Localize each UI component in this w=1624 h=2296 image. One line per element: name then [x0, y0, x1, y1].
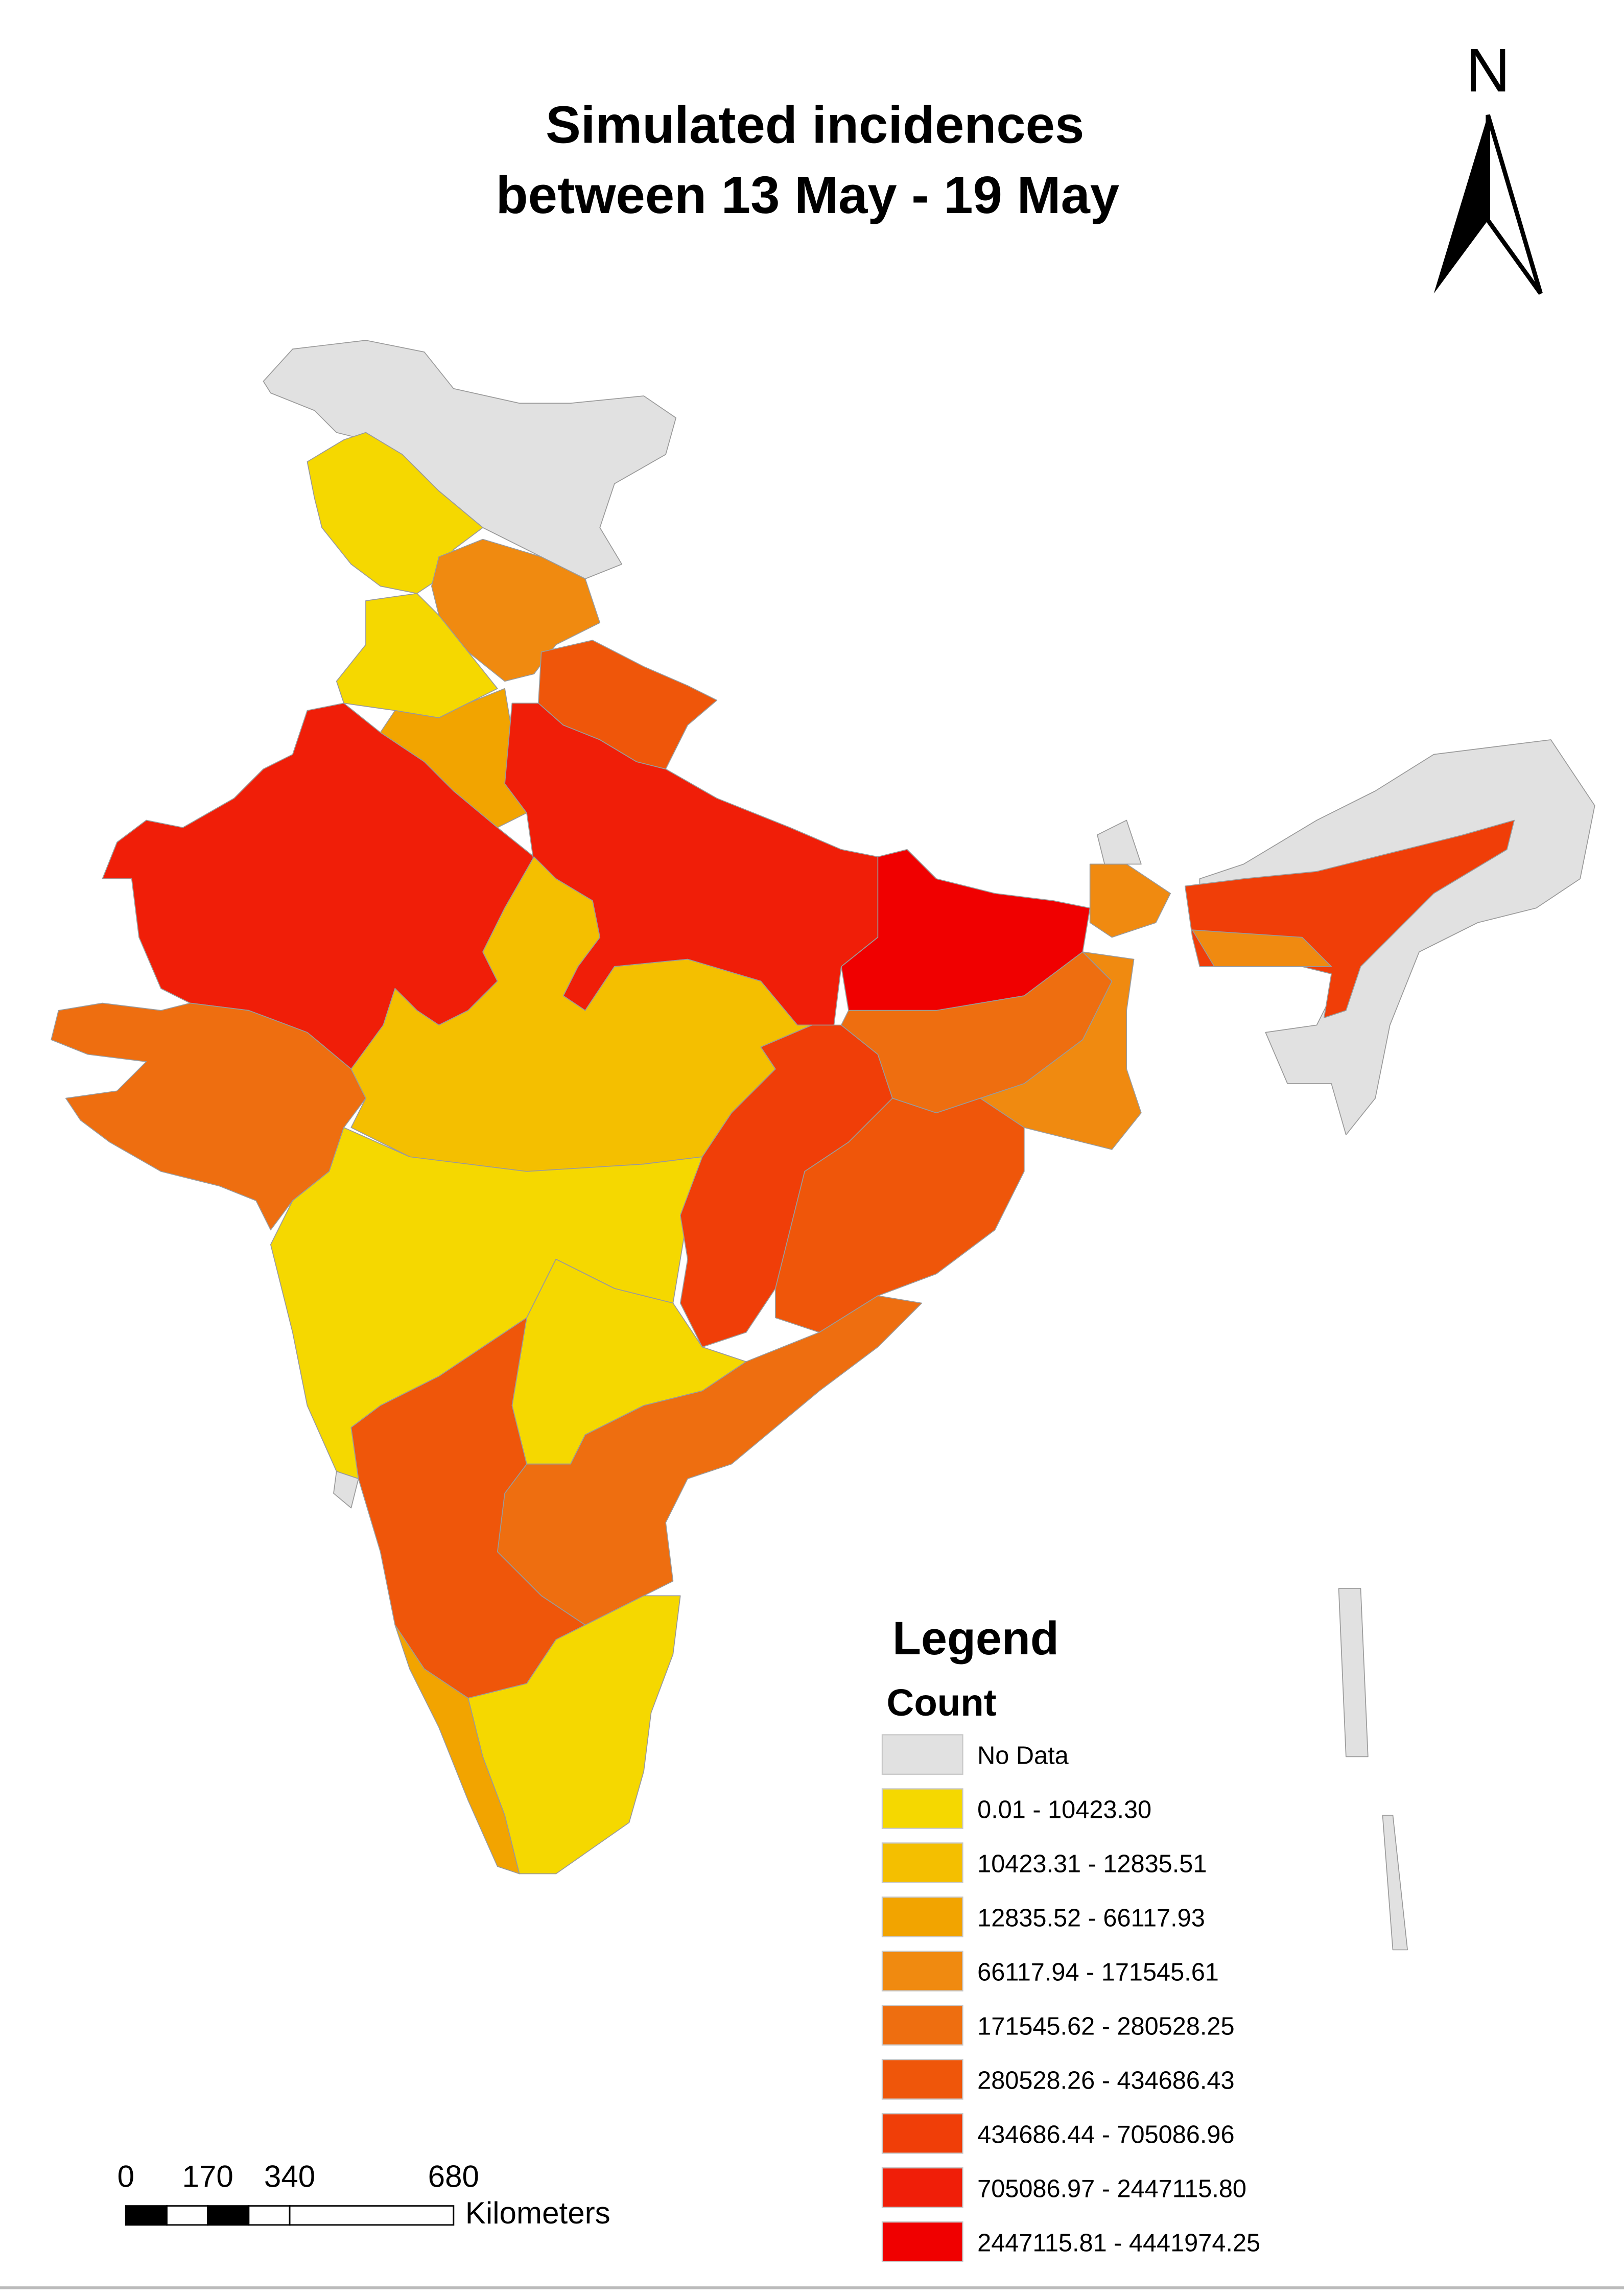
legend-subtitle: Count — [887, 1681, 997, 1724]
region — [979, 951, 1142, 1150]
scale-segment — [289, 2205, 455, 2226]
region — [51, 1002, 366, 1231]
legend-swatch — [881, 2059, 963, 2100]
legend-label: 171545.62 - 280528.25 — [977, 2013, 1234, 2041]
scale-segment — [207, 2205, 250, 2226]
legend-swatch — [881, 1788, 963, 1829]
region — [467, 1595, 681, 1875]
legend-label: 280528.26 - 434686.43 — [977, 2067, 1234, 2095]
scale-segment — [248, 2205, 291, 2226]
legend-label: 434686.44 - 705086.96 — [977, 2121, 1234, 2148]
legend: No Data 0.01 - 10423.30 10423.31 - 12835.5… — [881, 1734, 1260, 2262]
region — [1097, 819, 1142, 865]
region — [1338, 1588, 1369, 1758]
legend-label: 0.01 - 10423.30 — [977, 1796, 1151, 1824]
legend-swatch — [881, 2167, 963, 2208]
legend-swatch — [881, 1896, 963, 1937]
scale-unit: Kilometers — [465, 2196, 610, 2230]
region — [333, 1471, 359, 1509]
legend-swatch — [881, 2005, 963, 2046]
title-line: between 13 May - 19 May — [496, 166, 1119, 224]
region — [1382, 1815, 1408, 1951]
scale-tick-label: 0 — [117, 2159, 134, 2193]
legend-label: 2447115.81 - 4441974.25 — [977, 2229, 1260, 2257]
scale-segment — [125, 2205, 168, 2226]
legend-label: 66117.94 - 171545.61 — [977, 1959, 1219, 1986]
region — [1089, 863, 1171, 938]
legend-label: 12835.52 - 66117.93 — [977, 1905, 1205, 1932]
legend-swatch — [881, 1734, 963, 1775]
north-label: N — [1466, 36, 1510, 105]
scale-tick-label: 170 — [182, 2159, 233, 2193]
north-arrow — [1433, 114, 1543, 295]
legend-label: No Data — [977, 1742, 1069, 1770]
legend-swatch — [881, 1951, 963, 1992]
scale-segment — [166, 2205, 209, 2226]
legend-title: Legend — [892, 1612, 1059, 1665]
region — [497, 1295, 923, 1626]
region — [1192, 929, 1332, 967]
legend-swatch — [881, 2113, 963, 2154]
scale-tick-label: 680 — [428, 2159, 479, 2193]
legend-swatch — [881, 1842, 963, 1883]
scale-tick-label: 340 — [264, 2159, 315, 2193]
legend-swatch — [881, 2221, 963, 2262]
legend-label: 705086.97 - 2447115.80 — [977, 2175, 1246, 2203]
map-regions — [51, 340, 1595, 1951]
legend-label: 10423.31 - 12835.51 — [977, 1850, 1207, 1878]
title-line: Simulated incidences — [546, 95, 1084, 154]
